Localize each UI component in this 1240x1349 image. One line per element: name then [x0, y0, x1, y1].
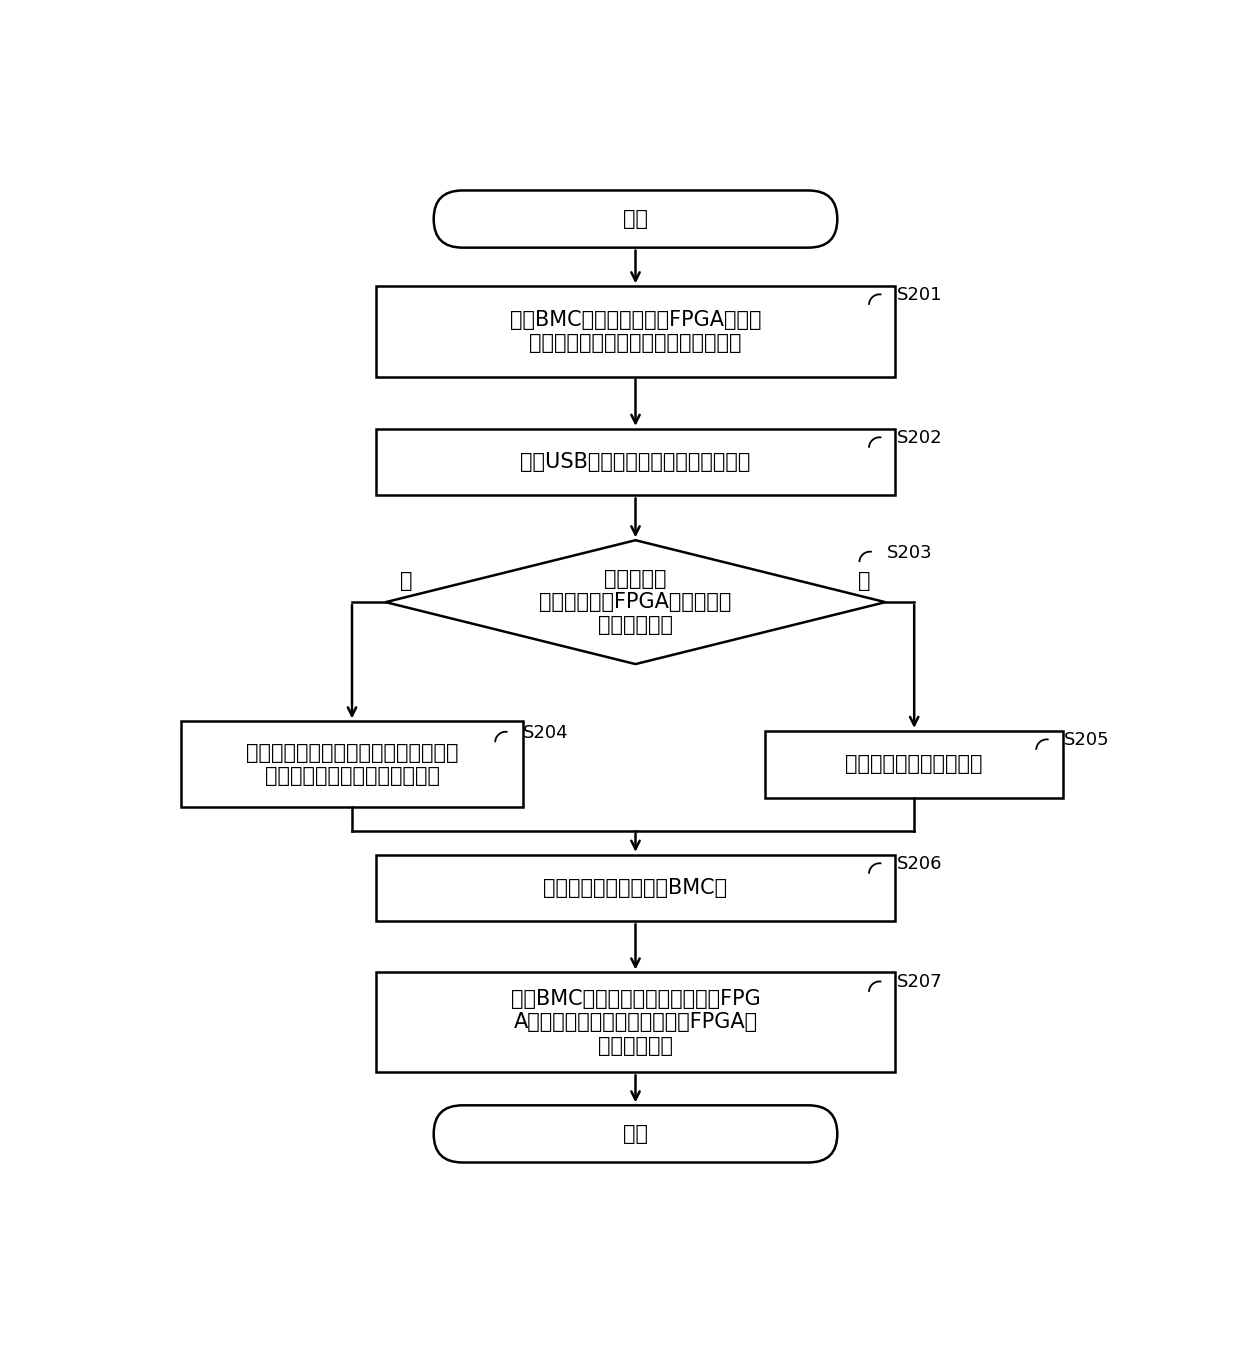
Text: S204: S204 [523, 723, 569, 742]
Text: S205: S205 [1064, 731, 1110, 749]
Text: 根据监控数据进行异常处理，得到处理
指令，将处理指令作为操作数据: 根据监控数据进行异常处理，得到处理 指令，将处理指令作为操作数据 [246, 742, 459, 785]
FancyBboxPatch shape [434, 190, 837, 248]
Text: 将操作数据发送至板卡BMC中: 将操作数据发送至板卡BMC中 [543, 878, 728, 898]
Text: 板卡BMC通过总线模块对FPGA加速卡
的传感器进行信息采集，得到监控数据: 板卡BMC通过总线模块对FPGA加速卡 的传感器进行信息采集，得到监控数据 [510, 310, 761, 353]
Text: 是: 是 [401, 571, 413, 591]
Text: 开始: 开始 [622, 209, 649, 229]
Text: S203: S203 [888, 544, 932, 561]
Bar [376, 855, 895, 921]
Bar [181, 722, 522, 807]
Text: S206: S206 [897, 855, 942, 873]
Text: 将正常指令作为操作数据: 将正常指令作为操作数据 [846, 754, 983, 774]
Text: 结束: 结束 [622, 1124, 649, 1144]
Text: S201: S201 [897, 286, 942, 305]
Polygon shape [386, 540, 885, 664]
Text: 通过USB接口将监控数据发送至上位机: 通过USB接口将监控数据发送至上位机 [521, 452, 750, 472]
FancyBboxPatch shape [434, 1105, 837, 1163]
Bar [376, 286, 895, 376]
Bar [765, 731, 1063, 797]
Text: 否: 否 [858, 571, 870, 591]
Text: S207: S207 [897, 974, 942, 992]
Text: 板卡BMC根据接收到的操作数据对FPG
A加速卡执行操作，以便实现对FPGA加
速卡进行管理: 板卡BMC根据接收到的操作数据对FPG A加速卡执行操作，以便实现对FPGA加 … [511, 989, 760, 1056]
Text: 上位机根据
监控数据判断FPGA加速卡是否
出现异常情况: 上位机根据 监控数据判断FPGA加速卡是否 出现异常情况 [539, 569, 732, 635]
Text: S202: S202 [897, 429, 942, 448]
Bar [376, 973, 895, 1072]
Bar [376, 429, 895, 495]
